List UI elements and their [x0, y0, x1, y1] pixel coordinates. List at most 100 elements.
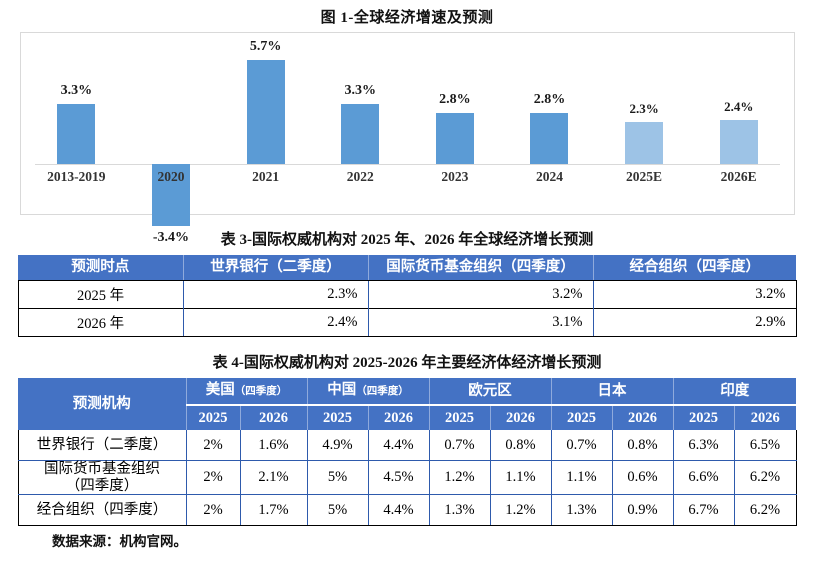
chart-category-label: 2023	[441, 169, 469, 184]
chart-bar-group: 2.8% 2024	[502, 33, 597, 214]
table3-header-cell: 国际货币基金组织（四季度）	[367, 255, 594, 281]
chart-bar-group: 2.4% 2026E	[691, 33, 786, 214]
table3-header-cell: 世界银行（二季度）	[182, 255, 369, 281]
table4-stub-header: 预测机构	[18, 378, 187, 430]
table4-cell: 2%	[185, 494, 241, 527]
table4-cell: 4.5%	[367, 459, 430, 496]
table4-group-header: 印度	[672, 378, 796, 406]
table4-year-header: 2026	[611, 405, 674, 430]
table-row: 世界银行（二季度） 2% 1.6% 4.9% 4.4% 0.7% 0.8% 0.7% 0.8% 6…	[17, 430, 797, 461]
table4-cell: 1.7%	[239, 494, 308, 527]
table4-cell: 5%	[306, 494, 369, 527]
table3-title: 表 3-国际权威机构对 2025 年、2026 年全球经济增长预测	[220, 232, 594, 248]
table4-cell: 2%	[185, 459, 241, 496]
chart-category-label: 2025E	[626, 169, 663, 184]
chart-bar-group: 3.3% 2022	[313, 33, 408, 214]
table3-cell: 3.2%	[367, 280, 594, 309]
table4-group-header: 日本	[550, 378, 674, 406]
table4-group-name: 印度	[720, 383, 750, 399]
table4-body: 世界银行（二季度） 2% 1.6% 4.9% 4.4% 0.7% 0.8% 0.7% 0.8% 6…	[17, 430, 797, 527]
table-row: 经合组织（四季度） 2% 1.7% 5% 4.4% 1.3% 1.2% 1.3% 0.9% 6.7…	[17, 494, 797, 527]
table4-cell: 0.7%	[550, 430, 613, 461]
table4-group-header: 欧元区	[428, 378, 552, 406]
table3-row-label: 2025 年	[17, 280, 184, 309]
table3-cell: 2.9%	[592, 308, 797, 337]
table4-group-header: 美国（四季度）	[185, 378, 308, 406]
table4-group-note: （四季度）	[234, 386, 288, 397]
table4-cell: 1.3%	[550, 494, 613, 527]
table3-header-cell: 经合组织（四季度）	[592, 255, 796, 281]
table4-cell: 1.2%	[428, 459, 491, 496]
table4-year-header: 2025	[550, 405, 613, 430]
table4-cell: 6.6%	[672, 459, 735, 496]
table4-cell: 6.7%	[672, 494, 735, 527]
chart-bar-value-label: 3.3%	[60, 82, 93, 98]
chart-bar-group: 2.3% 2025E	[597, 33, 692, 214]
chart-bar-value-label: -3.4%	[152, 229, 190, 245]
table4-year-header: 2026	[733, 405, 796, 430]
table4-year-header: 2026	[489, 405, 552, 430]
table3-cell: 2.4%	[182, 308, 369, 337]
chart-bar	[246, 60, 285, 164]
table4-group-header: 中国（四季度）	[306, 378, 430, 406]
table-row: 2026 年 2.4% 3.1% 2.9%	[17, 308, 797, 337]
table4-year-header: 2025	[428, 405, 491, 430]
table4-group-name: 日本	[597, 383, 627, 399]
chart-bar	[341, 103, 380, 164]
table-row: 2025 年 2.3% 3.2% 3.2%	[17, 280, 797, 309]
chart-bar	[625, 122, 664, 164]
table4-cell: 1.2%	[489, 494, 552, 527]
chart-bar-value-label: 2.8%	[533, 92, 566, 108]
table-row: 国际货币基金组织 （四季度） 2% 2.1% 5% 4.5% 1.2% 1.1% 1.1% 0.6…	[17, 459, 797, 496]
chart-category-label: 2022	[346, 169, 374, 184]
table3-body: 2025 年 2.3% 3.2% 3.2% 2026 年 2.4% 3.1% 2.9%	[17, 280, 797, 337]
table4-header-row-years: 2025 2026 2025 2026 2025 2026 2025 2026 2025 2026	[18, 405, 796, 430]
table4-cell: 2.1%	[239, 459, 308, 496]
table4-cell: 1.1%	[550, 459, 613, 496]
table4-cell: 0.7%	[428, 430, 491, 461]
chart-bar-group: -3.4% 2020	[124, 33, 219, 245]
table3-header-row: 预测时点 世界银行（二季度） 国际货币基金组织（四季度） 经合组织（四季度）	[18, 255, 796, 281]
table4-cell: 0.8%	[489, 430, 552, 461]
table4-cell: 4.4%	[367, 494, 430, 527]
table3-cell: 2.3%	[182, 280, 369, 309]
chart-bar-group: 5.7% 2021	[218, 33, 313, 214]
table4-cell: 6.3%	[672, 430, 735, 461]
table4-cell: 1.1%	[489, 459, 552, 496]
table4-cell: 1.6%	[239, 430, 308, 461]
chart-category-label: 2026E	[720, 169, 757, 184]
table4-cell: 2%	[185, 430, 241, 461]
chart-zero-axis-line	[35, 164, 780, 165]
chart-bar-value-label: 2.4%	[724, 99, 754, 115]
chart-category-label: 2020	[157, 169, 185, 184]
table4: 预测机构 美国（四季度） 中国（四季度） 欧元区 日本 印度 2025 2026 2025 20…	[17, 378, 797, 527]
table4-cell: 6.5%	[733, 430, 797, 461]
table3-header-cell: 预测时点	[18, 255, 184, 281]
table4-year-header: 2026	[239, 405, 308, 430]
table3-row-label: 2026 年	[17, 308, 184, 337]
table4-cell: 1.3%	[428, 494, 491, 527]
table4-cell: 0.9%	[611, 494, 674, 527]
table4-year-header: 2026	[367, 405, 430, 430]
table3: 预测时点 世界银行（二季度） 国际货币基金组织（四季度） 经合组织（四季度） 2…	[17, 255, 797, 337]
table4-row-label: 经合组织（四季度）	[17, 494, 187, 527]
chart-bar	[719, 120, 758, 164]
chart-category-label: 2013-2019	[47, 169, 106, 184]
chart-bar-value-label: 3.3%	[344, 82, 376, 98]
chart-category-label: 2021	[252, 169, 280, 184]
table4-year-header: 2025	[185, 405, 241, 430]
table4-cell: 6.2%	[733, 459, 797, 496]
chart-bar-group: 2.8% 2023	[408, 33, 503, 214]
table4-row-label: 国际货币基金组织 （四季度）	[17, 459, 187, 496]
source-note: 数据来源：机构官网。	[52, 534, 187, 550]
chart-bar-value-label: 2.8%	[439, 92, 471, 108]
table4-group-name: 欧元区	[468, 383, 512, 399]
table4-header-row-groups: 预测机构 美国（四季度） 中国（四季度） 欧元区 日本 印度	[18, 378, 796, 430]
table4-cell: 4.9%	[306, 430, 369, 461]
table4-group-name: 中国	[327, 382, 357, 398]
table4-cell: 0.8%	[611, 430, 674, 461]
chart-bar-value-label: 5.7%	[249, 39, 282, 55]
chart-plot-area: 3.3% 2013-2019 -3.4% 2020 5.7% 2021 3.3% 2022 2.…	[29, 33, 786, 245]
table4-cell: 5%	[306, 459, 369, 496]
table4-year-header: 2025	[306, 405, 369, 430]
